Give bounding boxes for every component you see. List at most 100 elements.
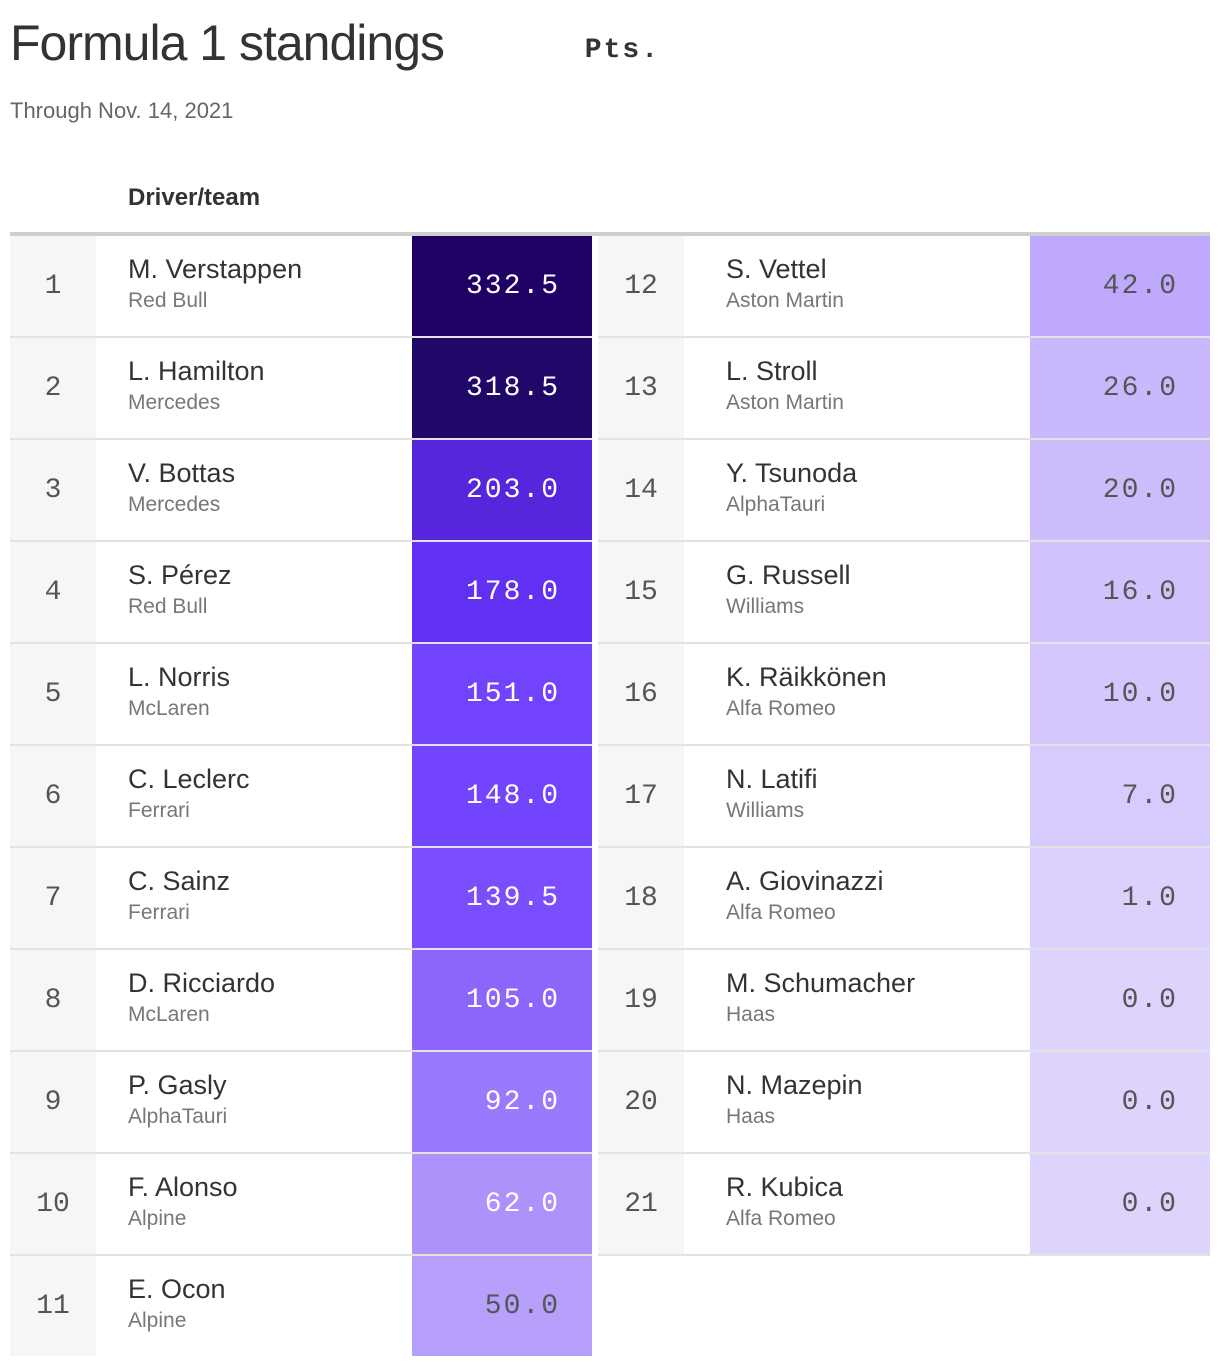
points-cell: 105.0: [412, 950, 592, 1050]
points-cell: 42.0: [1030, 236, 1210, 336]
table-row: 2 L. Hamilton Mercedes 318.5: [10, 338, 592, 438]
row-divider: [598, 846, 1210, 848]
driver-name: S. Pérez: [128, 560, 232, 590]
table-row: 21 R. Kubica Alfa Romeo 0.0: [598, 1154, 1210, 1254]
rank-cell: 8: [10, 950, 96, 1050]
header-divider: [10, 232, 1210, 236]
driver-name: G. Russell: [726, 560, 851, 590]
row-divider: [598, 1050, 1210, 1052]
team-name: Alpine: [128, 1207, 187, 1230]
table-row: 18 A. Giovinazzi Alfa Romeo 1.0: [598, 848, 1210, 948]
row-divider: [10, 948, 592, 950]
points-cell: 0.0: [1030, 1154, 1210, 1254]
team-name: Aston Martin: [726, 391, 844, 414]
rank-cell: 4: [10, 542, 96, 642]
driver-name: C. Leclerc: [128, 764, 250, 794]
row-divider: [598, 1254, 1210, 1256]
table-row: 8 D. Ricciardo McLaren 105.0: [10, 950, 592, 1050]
driver-name: R. Kubica: [726, 1172, 844, 1202]
points-cell: 0.0: [1030, 1052, 1210, 1152]
team-name: Alfa Romeo: [726, 901, 836, 924]
row-divider: [10, 846, 592, 848]
driver-name: C. Sainz: [128, 866, 231, 896]
page-title: Formula 1 standings: [10, 15, 445, 71]
points-cell: 318.5: [412, 338, 592, 438]
row-divider: [10, 642, 592, 644]
table-row: 6 C. Leclerc Ferrari 148.0: [10, 746, 592, 846]
rank-cell: 18: [598, 848, 684, 948]
team-name: McLaren: [128, 697, 210, 720]
team-name: Alfa Romeo: [726, 1207, 836, 1230]
points-cell: 203.0: [412, 440, 592, 540]
table-row: 4 S. Pérez Red Bull 178.0: [10, 542, 592, 642]
table-row: 12 S. Vettel Aston Martin 42.0: [598, 236, 1210, 336]
rank-cell: 9: [10, 1052, 96, 1152]
team-name: Alfa Romeo: [726, 697, 836, 720]
team-name: Ferrari: [128, 901, 190, 924]
driver-name: N. Mazepin: [726, 1070, 863, 1100]
row-divider: [10, 540, 592, 542]
table-row: 13 L. Stroll Aston Martin 26.0: [598, 338, 1210, 438]
points-cell: 7.0: [1030, 746, 1210, 846]
driver-name: N. Latifi: [726, 764, 818, 794]
row-divider: [598, 744, 1210, 746]
row-divider: [598, 1152, 1210, 1154]
driver-name: M. Schumacher: [726, 968, 916, 998]
rank-cell: 21: [598, 1154, 684, 1254]
driver-name: V. Bottas: [128, 458, 236, 488]
driver-name: L. Hamilton: [128, 356, 265, 386]
column-header-points: Pts.: [584, 34, 660, 66]
row-divider: [10, 336, 592, 338]
table-row: 14 Y. Tsunoda AlphaTauri 20.0: [598, 440, 1210, 540]
table-row: 3 V. Bottas Mercedes 203.0: [10, 440, 592, 540]
row-divider: [10, 1050, 592, 1052]
driver-name: S. Vettel: [726, 254, 827, 284]
page-subtitle: Through Nov. 14, 2021: [10, 98, 234, 123]
table-row: 20 N. Mazepin Haas 0.0: [598, 1052, 1210, 1152]
team-name: McLaren: [128, 1003, 210, 1026]
rank-cell: 6: [10, 746, 96, 846]
rank-cell: 1: [10, 236, 96, 336]
driver-name: A. Giovinazzi: [726, 866, 884, 896]
team-name: Haas: [726, 1003, 776, 1026]
row-divider: [10, 744, 592, 746]
row-divider: [598, 336, 1210, 338]
driver-name: F. Alonso: [128, 1172, 238, 1202]
driver-name: Y. Tsunoda: [726, 458, 858, 488]
column-header-driver: Driver/team: [128, 184, 261, 211]
team-name: Red Bull: [128, 595, 208, 618]
team-name: Haas: [726, 1105, 776, 1128]
driver-name: D. Ricciardo: [128, 968, 276, 998]
rank-cell: 11: [10, 1256, 96, 1356]
row-divider: [598, 948, 1210, 950]
driver-name: L. Norris: [128, 662, 231, 692]
rank-cell: 5: [10, 644, 96, 744]
row-divider: [598, 540, 1210, 542]
rank-cell: 14: [598, 440, 684, 540]
table-row: 1 M. Verstappen Red Bull 332.5: [10, 236, 592, 336]
row-divider: [598, 642, 1210, 644]
points-cell: 151.0: [412, 644, 592, 744]
rank-cell: 16: [598, 644, 684, 744]
row-divider: [10, 1152, 592, 1154]
table-row: 17 N. Latifi Williams 7.0: [598, 746, 1210, 846]
rank-cell: 3: [10, 440, 96, 540]
table-row: 15 G. Russell Williams 16.0: [598, 542, 1210, 642]
points-cell: 0.0: [1030, 950, 1210, 1050]
points-cell: 1.0: [1030, 848, 1210, 948]
points-cell: 50.0: [412, 1256, 592, 1356]
points-cell: 20.0: [1030, 440, 1210, 540]
points-cell: 148.0: [412, 746, 592, 846]
rank-cell: 19: [598, 950, 684, 1050]
points-cell: 16.0: [1030, 542, 1210, 642]
team-name: Mercedes: [128, 391, 221, 414]
driver-name: L. Stroll: [726, 356, 818, 386]
driver-name: E. Ocon: [128, 1274, 226, 1304]
rank-cell: 2: [10, 338, 96, 438]
driver-name: M. Verstappen: [128, 254, 303, 284]
table-row: 19 M. Schumacher Haas 0.0: [598, 950, 1210, 1050]
rank-cell: 13: [598, 338, 684, 438]
rank-cell: 12: [598, 236, 684, 336]
table-row: 11 E. Ocon Alpine 50.0: [10, 1256, 592, 1356]
